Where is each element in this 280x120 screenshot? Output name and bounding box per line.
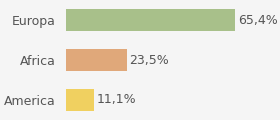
Bar bbox=[66, 49, 127, 71]
Bar bbox=[66, 9, 235, 31]
Text: 23,5%: 23,5% bbox=[129, 54, 169, 66]
Text: 65,4%: 65,4% bbox=[238, 14, 277, 27]
Text: 11,1%: 11,1% bbox=[97, 93, 137, 106]
Bar bbox=[66, 89, 94, 111]
